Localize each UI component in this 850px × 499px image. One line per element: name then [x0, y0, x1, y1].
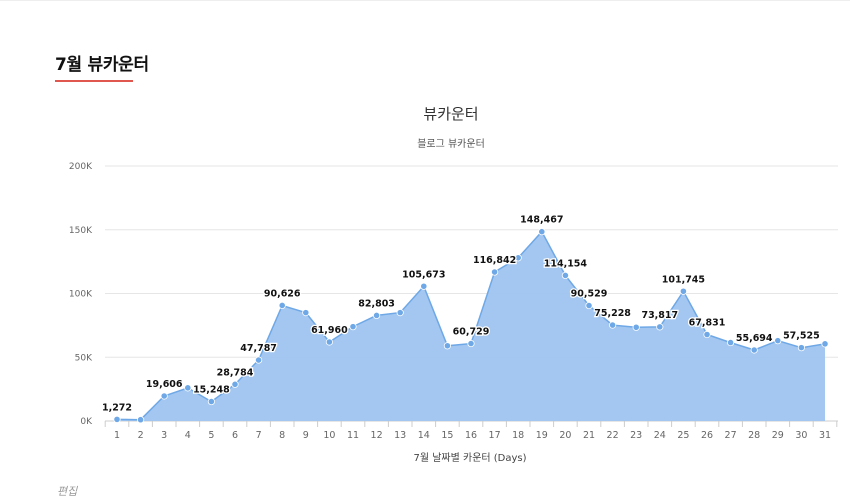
series-area	[117, 231, 825, 421]
data-point[interactable]	[750, 346, 758, 354]
data-point[interactable]	[207, 397, 215, 406]
data-label: 61,960	[311, 325, 348, 336]
data-point[interactable]	[608, 321, 617, 329]
data-point[interactable]	[774, 337, 782, 345]
data-point[interactable]	[349, 323, 357, 331]
x-tick-label: 6	[232, 430, 238, 441]
data-point[interactable]	[160, 392, 168, 400]
data-label: 90,626	[264, 288, 301, 299]
data-label: 82,803	[358, 298, 395, 309]
x-tick-label: 29	[772, 430, 784, 441]
data-point[interactable]	[514, 254, 522, 262]
x-tick-label: 27	[725, 430, 737, 441]
y-tick-label: 100K	[69, 290, 93, 300]
x-tick-label: 18	[512, 430, 524, 441]
chart-title: 뷰카운터	[423, 105, 478, 123]
x-tick-label: 12	[371, 430, 383, 441]
data-label: 116,842	[473, 255, 516, 266]
data-point[interactable]	[679, 287, 688, 295]
data-label: 28,784	[217, 367, 254, 378]
x-tick-label: 10	[323, 430, 335, 441]
x-tick-label: 7	[256, 430, 262, 441]
x-tick-label: 14	[418, 430, 430, 441]
data-point[interactable]	[585, 301, 593, 310]
data-point[interactable]	[372, 311, 381, 320]
x-tick-label: 3	[161, 430, 167, 441]
y-tick-label: 150K	[69, 226, 93, 236]
data-label: 75,228	[594, 308, 631, 319]
x-tick-label: 30	[795, 430, 807, 441]
data-point[interactable]	[231, 380, 239, 388]
data-point[interactable]	[302, 309, 310, 317]
data-point[interactable]	[797, 344, 806, 352]
edit-link[interactable]: 편집	[57, 485, 78, 498]
data-point[interactable]	[538, 228, 546, 236]
x-tick-label: 17	[489, 430, 501, 441]
y-tick-label: 200K	[69, 162, 93, 172]
data-point[interactable]	[821, 340, 829, 348]
data-point[interactable]	[490, 268, 499, 276]
title-underline	[55, 80, 133, 82]
data-label: 55,694	[736, 333, 773, 344]
data-point[interactable]	[184, 384, 192, 392]
x-tick-label: 4	[185, 430, 191, 441]
x-tick-label: 28	[748, 430, 760, 441]
x-tick-label: 1	[114, 430, 120, 441]
data-point[interactable]	[561, 271, 570, 280]
data-point[interactable]	[278, 301, 286, 310]
data-point[interactable]	[443, 342, 451, 350]
x-tick-label: 19	[536, 430, 548, 441]
x-tick-label: 5	[208, 430, 214, 441]
data-point[interactable]	[396, 309, 404, 317]
section-title: 7월 뷰카운터	[55, 55, 149, 75]
data-point[interactable]	[632, 323, 640, 331]
data-point[interactable]	[703, 330, 711, 339]
x-tick-label: 24	[654, 430, 666, 441]
data-label: 148,467	[520, 215, 563, 226]
data-label: 67,831	[689, 318, 726, 329]
x-tick-label: 25	[677, 430, 689, 441]
x-tick-label: 20	[559, 430, 571, 441]
data-label: 1,272	[102, 402, 132, 413]
x-tick-label: 23	[630, 430, 642, 441]
data-label: 101,745	[662, 274, 705, 285]
data-label: 47,787	[240, 343, 277, 354]
x-tick-label: 2	[138, 430, 144, 441]
x-tick-label: 26	[701, 430, 713, 441]
x-axis-title: 7월 날짜별 카운터 (Days)	[413, 452, 526, 464]
y-tick-label: 0K	[80, 417, 93, 427]
data-point[interactable]	[726, 338, 735, 347]
y-tick-label: 50K	[75, 353, 93, 363]
data-label: 114,154	[544, 258, 588, 269]
data-label: 57,525	[783, 331, 820, 342]
data-point[interactable]	[420, 282, 428, 290]
data-point[interactable]	[656, 323, 664, 331]
data-label: 90,529	[571, 289, 608, 300]
x-tick-label: 13	[394, 430, 406, 441]
x-tick-label: 31	[819, 430, 831, 441]
x-tick-label: 8	[279, 430, 285, 441]
data-point[interactable]	[137, 416, 145, 424]
data-point[interactable]	[325, 338, 333, 346]
x-tick-label: 9	[303, 430, 309, 441]
data-point[interactable]	[467, 339, 475, 348]
top-divider	[0, 0, 850, 1]
x-tick-label: 21	[583, 430, 595, 441]
data-point[interactable]	[255, 356, 263, 364]
data-label: 105,673	[402, 269, 445, 280]
data-label: 15,248	[193, 385, 230, 396]
data-point[interactable]	[113, 415, 121, 423]
x-tick-label: 15	[441, 430, 453, 441]
x-tick-label: 22	[607, 430, 619, 441]
data-label: 73,817	[641, 310, 678, 321]
x-tick-label: 11	[347, 430, 359, 441]
data-label: 19,606	[146, 379, 183, 390]
data-label: 60,729	[453, 327, 490, 338]
chart-subtitle: 블로그 뷰카운터	[417, 138, 485, 150]
x-tick-label: 16	[465, 430, 477, 441]
